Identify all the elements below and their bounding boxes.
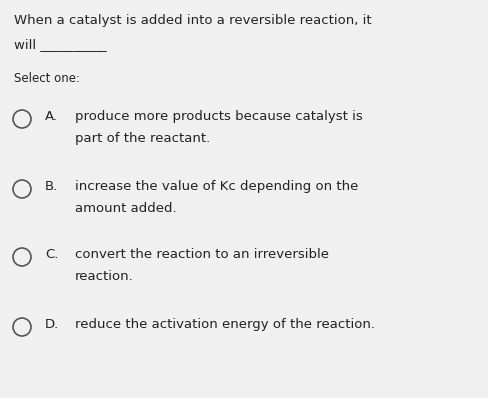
Text: D.: D.	[45, 318, 59, 331]
Text: When a catalyst is added into a reversible reaction, it: When a catalyst is added into a reversib…	[14, 14, 372, 27]
Text: convert the reaction to an irreversible: convert the reaction to an irreversible	[75, 248, 329, 261]
Text: amount added.: amount added.	[75, 202, 177, 215]
Text: reaction.: reaction.	[75, 270, 134, 283]
Text: part of the reactant.: part of the reactant.	[75, 132, 210, 145]
Text: C.: C.	[45, 248, 59, 261]
Text: Select one:: Select one:	[14, 72, 80, 85]
Text: B.: B.	[45, 180, 58, 193]
Text: reduce the activation energy of the reaction.: reduce the activation energy of the reac…	[75, 318, 375, 331]
Text: increase the value of Kc depending on the: increase the value of Kc depending on th…	[75, 180, 358, 193]
Text: A.: A.	[45, 110, 58, 123]
Text: will __________: will __________	[14, 38, 106, 51]
Text: produce more products because catalyst is: produce more products because catalyst i…	[75, 110, 363, 123]
